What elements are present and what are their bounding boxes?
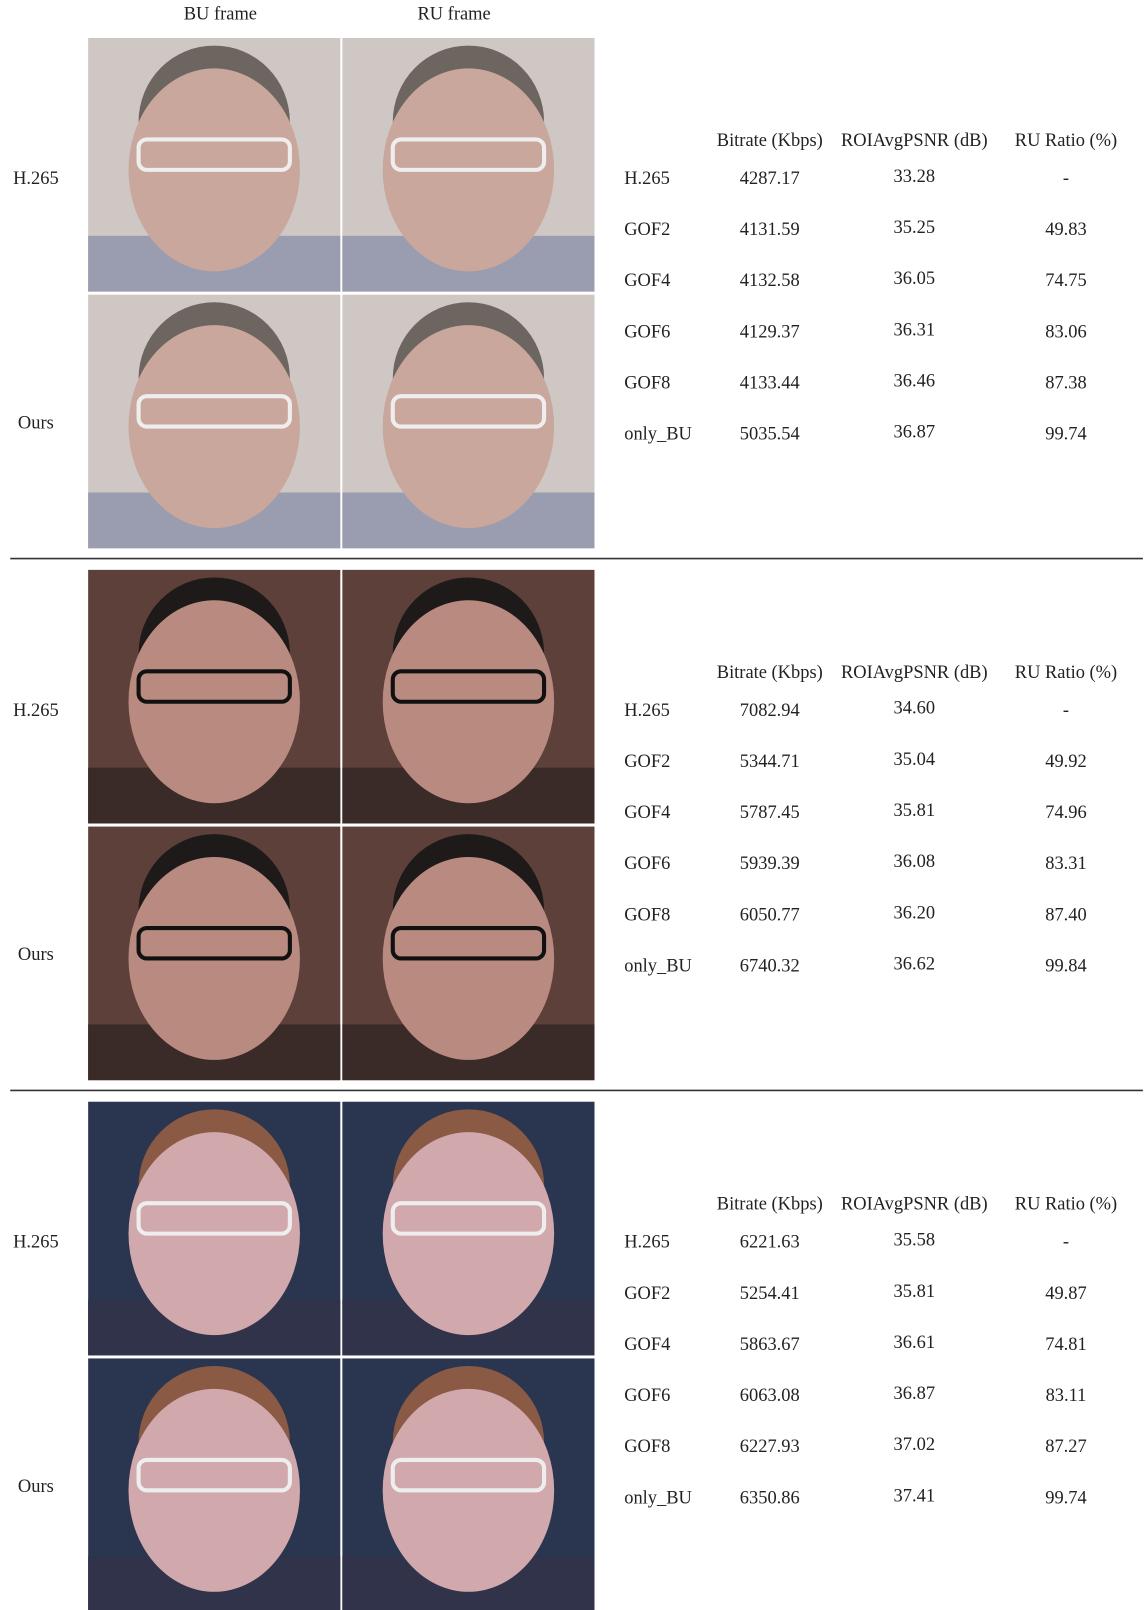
table-cell: 6221.63 — [740, 1232, 800, 1252]
row-label: H.265 — [13, 168, 59, 188]
table-cell: 99.84 — [1045, 955, 1086, 975]
table-cell: 36.87 — [894, 422, 935, 442]
method-name: only_BU — [624, 424, 692, 444]
method-name: H.265 — [624, 700, 670, 720]
method-name: GOF2 — [624, 751, 670, 771]
table-cell: 34.60 — [894, 698, 935, 718]
table-cell: 83.06 — [1045, 321, 1086, 341]
table-cell: 6227.93 — [740, 1436, 800, 1456]
method-name: H.265 — [624, 168, 670, 188]
table-cell: 87.40 — [1045, 904, 1086, 924]
row-label: Ours — [18, 1476, 54, 1496]
table-cell: 35.04 — [894, 749, 935, 769]
column-header: BU frame — [184, 4, 257, 24]
method-name: GOF8 — [624, 372, 670, 392]
table-cell: 4132.58 — [740, 270, 800, 290]
table-cell: 6350.86 — [740, 1487, 800, 1507]
table-cell: 49.83 — [1045, 219, 1086, 239]
table-cell: 5863.67 — [740, 1334, 800, 1354]
table-cell: 99.74 — [1045, 424, 1086, 444]
table-cell: 74.75 — [1045, 270, 1086, 290]
table-cell: 74.96 — [1045, 802, 1086, 822]
table-cell: 36.46 — [894, 370, 935, 390]
table-cell: 36.61 — [894, 1332, 935, 1352]
table-cell: 87.38 — [1045, 372, 1086, 392]
table-header: ROIAvgPSNR (dB) — [841, 662, 988, 683]
table-header: Bitrate (Kbps) — [717, 1194, 823, 1215]
table-cell: 36.31 — [894, 319, 935, 339]
table-cell: 6063.08 — [740, 1385, 800, 1405]
method-name: GOF2 — [624, 219, 670, 239]
table-cell: 33.28 — [894, 166, 935, 186]
table-cell: 35.58 — [894, 1230, 935, 1250]
row-label: Ours — [18, 412, 54, 432]
table-header: RU Ratio (%) — [1015, 662, 1117, 683]
table-cell: 83.31 — [1045, 853, 1086, 873]
table-cell: 4287.17 — [740, 168, 800, 188]
table-header: RU Ratio (%) — [1015, 1194, 1117, 1215]
method-name: H.265 — [624, 1232, 670, 1252]
table-cell: 36.20 — [894, 902, 935, 922]
page: BU frame RU frame H.265 Ours Bitrate (Kbps… — [0, 0, 1148, 1610]
table-cell: 4131.59 — [740, 219, 800, 239]
table-cell: 83.11 — [1046, 1385, 1087, 1405]
table-cell: 5939.39 — [740, 853, 800, 873]
table-header: Bitrate (Kbps) — [717, 662, 823, 683]
table-cell: 5344.71 — [740, 751, 800, 771]
method-name: GOF8 — [624, 904, 670, 924]
table-cell: - — [1063, 1232, 1069, 1252]
table-cell: 6050.77 — [740, 904, 800, 924]
method-name: GOF6 — [624, 1385, 670, 1405]
row-label: H.265 — [13, 1232, 59, 1252]
table-cell: 7082.94 — [740, 700, 800, 720]
table-cell: 5035.54 — [740, 424, 800, 444]
table-header: Bitrate (Kbps) — [717, 130, 823, 151]
table-cell: 5254.41 — [740, 1283, 800, 1303]
table-cell: 87.27 — [1045, 1436, 1086, 1456]
figure: BU frame RU frame H.265 Ours Bitrate (Kbps… — [0, 0, 1148, 1610]
method-name: GOF2 — [624, 1283, 670, 1303]
table-cell: 49.92 — [1045, 751, 1086, 771]
column-header: RU frame — [417, 4, 490, 24]
table-cell: 99.74 — [1045, 1487, 1086, 1507]
table-cell: - — [1063, 168, 1069, 188]
method-name: only_BU — [624, 1487, 692, 1507]
table-cell: 37.02 — [894, 1434, 935, 1454]
method-name: GOF4 — [624, 1334, 670, 1354]
table-header: RU Ratio (%) — [1015, 130, 1117, 151]
row-label: H.265 — [13, 700, 59, 720]
table-cell: 4129.37 — [740, 321, 800, 341]
method-name: GOF4 — [624, 270, 670, 290]
table-cell: 6740.32 — [740, 955, 800, 975]
table-header: ROIAvgPSNR (dB) — [841, 1194, 988, 1215]
method-name: GOF6 — [624, 321, 670, 341]
table-cell: 35.81 — [894, 1281, 935, 1301]
table-cell: 49.87 — [1045, 1283, 1086, 1303]
method-name: only_BU — [624, 955, 692, 975]
method-name: GOF4 — [624, 802, 670, 822]
table-header: ROIAvgPSNR (dB) — [841, 130, 988, 151]
method-name: GOF8 — [624, 1436, 670, 1456]
method-name: GOF6 — [624, 853, 670, 873]
table-cell: 36.87 — [894, 1383, 935, 1403]
table-cell: 35.25 — [894, 217, 935, 237]
table-cell: 35.81 — [894, 800, 935, 820]
table-cell: 36.05 — [894, 268, 935, 288]
table-cell: 36.62 — [894, 953, 935, 973]
table-cell: 36.08 — [894, 851, 935, 871]
table-cell: 4133.44 — [740, 372, 800, 392]
table-cell: 74.81 — [1045, 1334, 1086, 1354]
table-cell: 37.41 — [894, 1485, 935, 1505]
table-cell: 5787.45 — [740, 802, 800, 822]
table-cell: - — [1063, 700, 1069, 720]
row-label: Ours — [18, 944, 54, 964]
